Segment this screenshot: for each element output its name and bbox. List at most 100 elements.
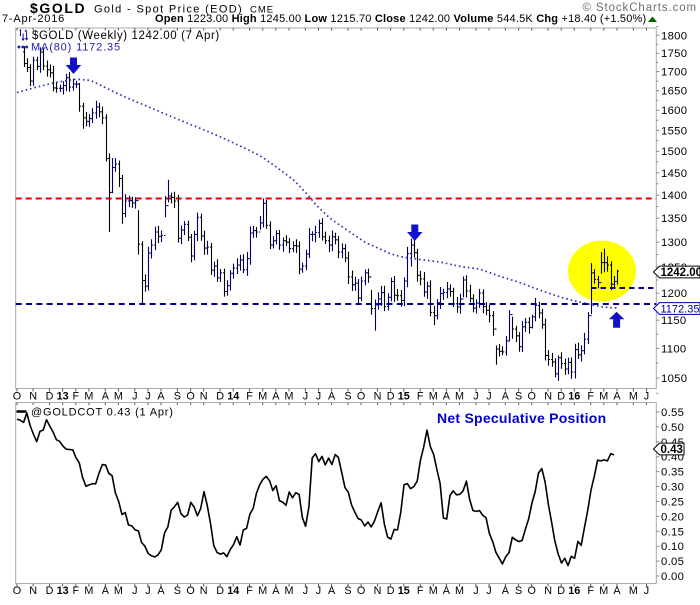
svg-text:M: M: [599, 585, 608, 597]
svg-text:O: O: [527, 585, 535, 597]
svg-text:F: F: [72, 585, 79, 597]
svg-text:M: M: [429, 391, 438, 403]
svg-text:0.10: 0.10: [661, 541, 684, 553]
svg-text:1600: 1600: [661, 105, 687, 117]
svg-text:F: F: [587, 585, 594, 597]
svg-text:J: J: [473, 391, 478, 403]
svg-text:1200: 1200: [661, 288, 687, 300]
svg-text:M: M: [258, 391, 267, 403]
svg-text:•••: •••: [17, 42, 29, 54]
svg-text:1242.00: 1242.00: [661, 267, 700, 279]
svg-text:D: D: [557, 585, 565, 597]
svg-text:J: J: [316, 585, 321, 597]
svg-text:16: 16: [568, 391, 580, 403]
svg-text:S: S: [344, 391, 351, 403]
svg-text:D: D: [46, 585, 54, 597]
svg-text:A: A: [102, 391, 110, 403]
svg-text:S: S: [515, 391, 522, 403]
svg-text:D: D: [387, 585, 395, 597]
svg-text:$GOLD (Weekly) 1242.00 (7 Apr): $GOLD (Weekly) 1242.00 (7 Apr): [32, 30, 220, 42]
svg-text:M: M: [285, 391, 294, 403]
svg-text:F: F: [587, 391, 594, 403]
svg-text:J: J: [303, 391, 308, 403]
svg-text:D: D: [387, 391, 395, 403]
svg-text:D: D: [46, 391, 54, 403]
svg-text:M: M: [114, 391, 123, 403]
svg-text:A: A: [502, 391, 510, 403]
svg-text:M: M: [84, 585, 93, 597]
svg-text:13: 13: [57, 391, 69, 403]
svg-text:O: O: [186, 585, 194, 597]
svg-text:M: M: [629, 391, 638, 403]
svg-text:14: 14: [227, 585, 239, 597]
svg-text:A: A: [328, 585, 336, 597]
svg-text:1300: 1300: [661, 237, 687, 249]
svg-text:F: F: [417, 585, 424, 597]
svg-text:1100: 1100: [661, 343, 687, 355]
svg-text:D: D: [216, 585, 224, 597]
svg-text:N: N: [374, 585, 382, 597]
svg-text:14: 14: [227, 391, 239, 403]
svg-text:Net Speculative Position: Net Speculative Position: [437, 410, 606, 426]
svg-text:A: A: [613, 391, 621, 403]
svg-text:13: 13: [57, 585, 69, 597]
svg-text:A: A: [502, 585, 510, 597]
svg-text:1500: 1500: [661, 146, 687, 158]
svg-text:J: J: [132, 391, 137, 403]
svg-text:M: M: [285, 585, 294, 597]
svg-text:M: M: [455, 585, 464, 597]
svg-text:A: A: [443, 391, 451, 403]
svg-text:1550: 1550: [661, 125, 687, 137]
svg-text:1450: 1450: [661, 168, 687, 180]
svg-text:M: M: [599, 391, 608, 403]
svg-text:J: J: [303, 585, 308, 597]
svg-text:O: O: [186, 391, 194, 403]
svg-text:O: O: [527, 391, 535, 403]
svg-text:S: S: [174, 391, 181, 403]
svg-text:1700: 1700: [661, 67, 687, 79]
svg-text:1800: 1800: [661, 30, 687, 42]
svg-text:0.43: 0.43: [661, 444, 683, 456]
svg-text:Open 1223.00 High 1245.00 Low: Open 1223.00 High 1245.00 Low 1215.70 Cl…: [155, 13, 646, 25]
svg-text:A: A: [157, 585, 165, 597]
svg-text:A: A: [272, 585, 280, 597]
svg-text:A: A: [102, 585, 110, 597]
svg-text:A: A: [328, 391, 336, 403]
svg-text:N: N: [374, 391, 382, 403]
svg-text:M: M: [84, 391, 93, 403]
svg-text:1750: 1750: [661, 48, 687, 60]
svg-text:S: S: [174, 585, 181, 597]
svg-text:J: J: [316, 391, 321, 403]
svg-text:O: O: [357, 585, 365, 597]
svg-text:1150: 1150: [661, 315, 687, 327]
svg-text:D: D: [216, 391, 224, 403]
svg-text:F: F: [246, 585, 253, 597]
svg-text:N: N: [200, 391, 208, 403]
svg-text:0.15: 0.15: [661, 526, 684, 538]
svg-text:M: M: [629, 585, 638, 597]
svg-text:0.25: 0.25: [661, 496, 684, 508]
svg-text:A: A: [443, 585, 451, 597]
svg-text:M: M: [258, 585, 267, 597]
svg-text:0.35: 0.35: [661, 467, 684, 479]
svg-text:M: M: [114, 585, 123, 597]
svg-text:O: O: [357, 391, 365, 403]
svg-text:N: N: [29, 585, 37, 597]
svg-text:N: N: [200, 585, 208, 597]
svg-text:A: A: [613, 585, 621, 597]
svg-text:0.50: 0.50: [661, 422, 684, 434]
svg-text:N: N: [29, 391, 37, 403]
svg-text:N: N: [544, 391, 552, 403]
svg-text:1400: 1400: [661, 190, 687, 202]
svg-text:MA(80) 1172.35: MA(80) 1172.35: [31, 42, 121, 54]
svg-text:J: J: [644, 585, 649, 597]
svg-text:O: O: [13, 585, 21, 597]
svg-text:M: M: [429, 585, 438, 597]
svg-text:1050: 1050: [661, 373, 687, 385]
svg-text:0.05: 0.05: [661, 556, 684, 568]
svg-text:1350: 1350: [661, 213, 687, 225]
svg-text:J: J: [145, 391, 150, 403]
svg-text:0.20: 0.20: [661, 511, 684, 523]
svg-text:J: J: [486, 585, 491, 597]
svg-text:O: O: [13, 391, 21, 403]
